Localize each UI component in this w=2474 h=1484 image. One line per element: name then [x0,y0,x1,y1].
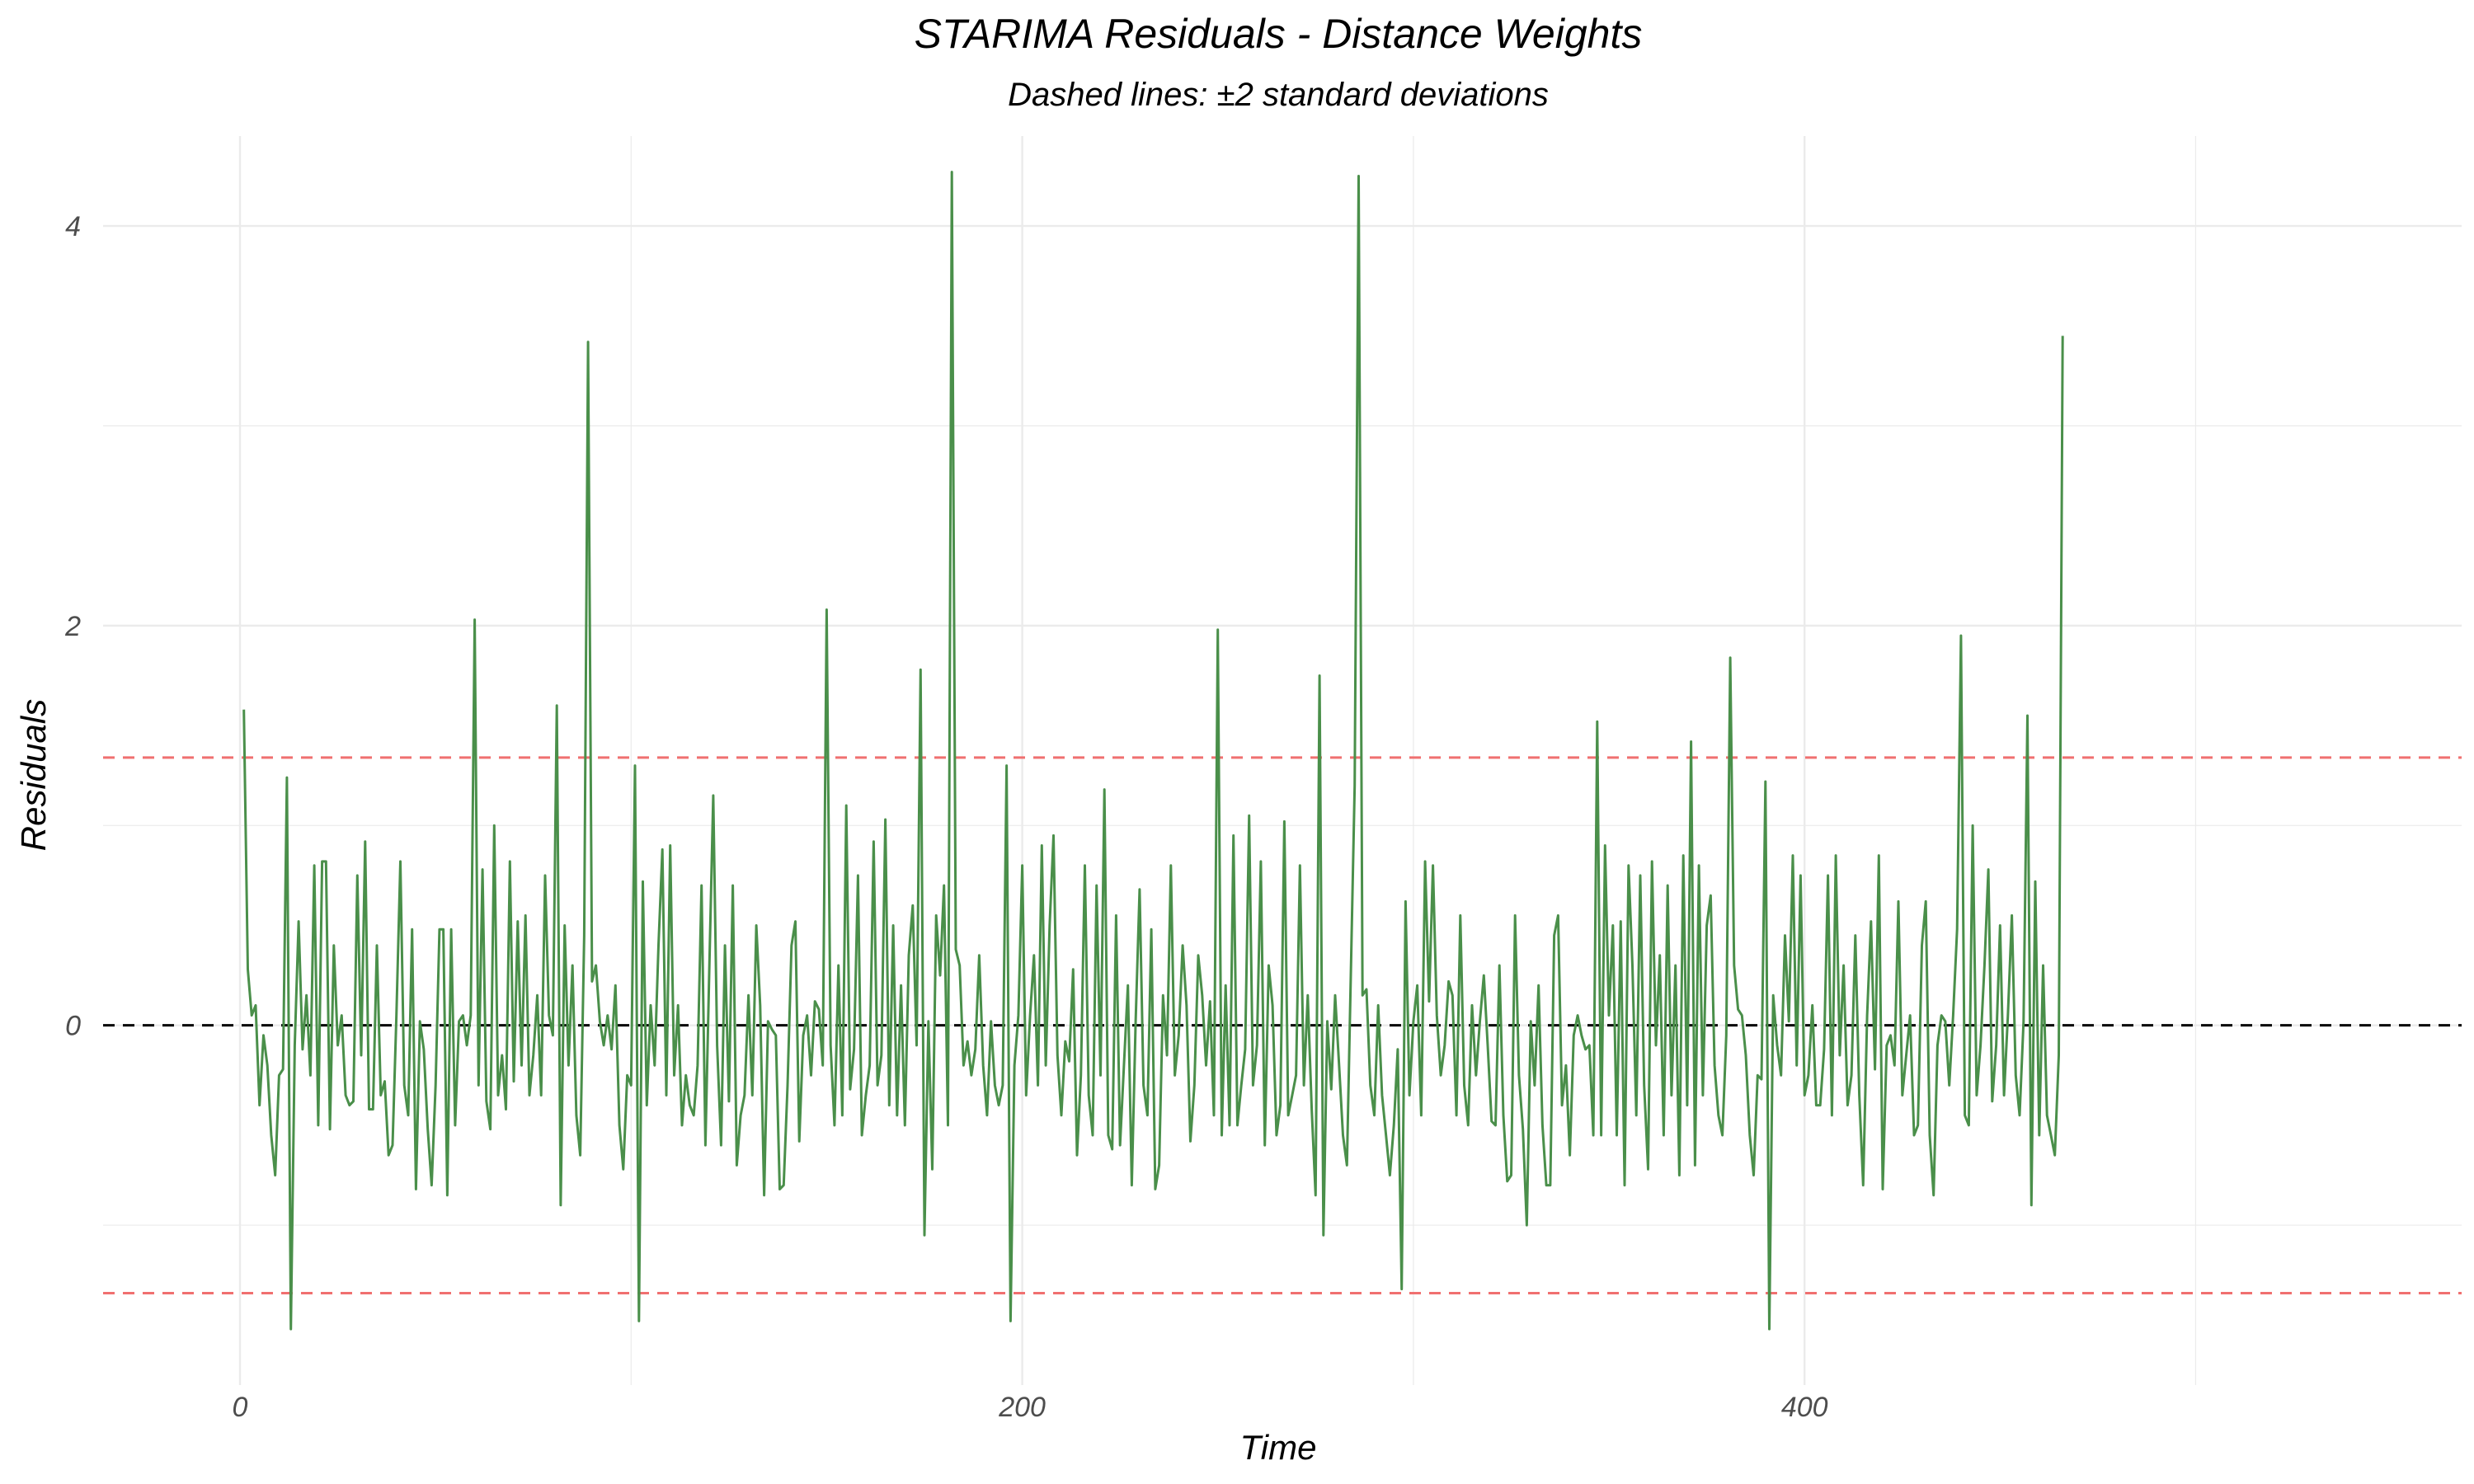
chart-title: STARIMA Residuals - Distance Weights [915,11,1643,57]
tick-labels: 0 200 400 0 2 4 [64,211,1828,1423]
y-tick-label: 4 [65,211,81,242]
y-axis-label: Residuals [14,699,53,851]
x-axis-label: Time [1240,1428,1317,1467]
y-tick-label: 0 [65,1011,81,1042]
series [242,171,2064,1331]
grid [103,136,2462,1385]
y-tick-label: 2 [64,611,81,642]
chart-subtitle: Dashed lines: ±2 standard deviations [1008,77,1549,113]
residuals-series-line [242,171,2064,1331]
x-tick-label: 0 [233,1392,248,1423]
x-tick-label: 200 [998,1392,1046,1423]
x-tick-label: 400 [1781,1392,1828,1423]
